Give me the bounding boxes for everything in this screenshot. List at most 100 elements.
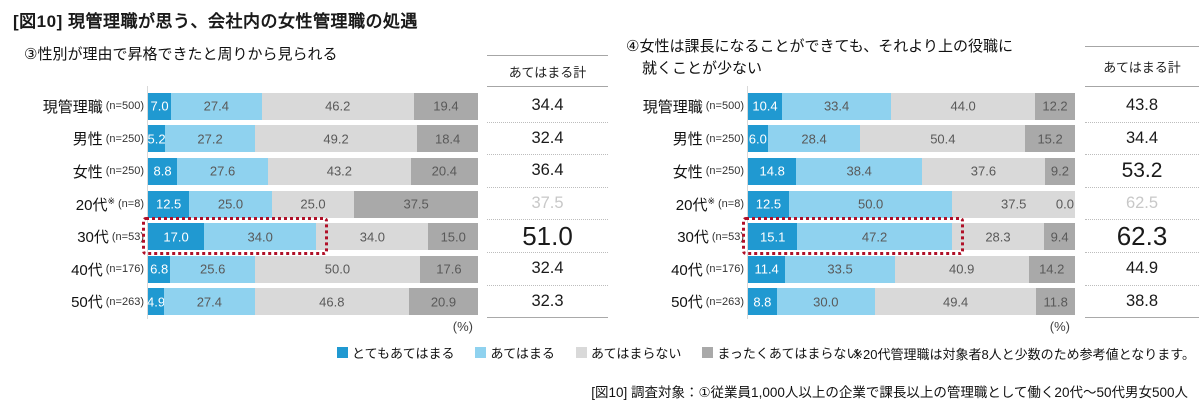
bar-value: 47.2 [861, 229, 888, 245]
total-value: 32.3 [531, 291, 564, 310]
row-label: 現管理職 (n=500) [612, 90, 744, 123]
figure-title: [図10] 現管理職が思う、会社内の女性管理職の処遇 [13, 12, 418, 31]
category-label: 50代 [671, 294, 703, 312]
stacked-bar: 12.5 25.0 25.0 37.5 [148, 190, 478, 218]
bar-value: 28.4 [801, 131, 827, 147]
bar-segment-2: 28.4 [767, 125, 861, 153]
bar-value: 27.4 [203, 98, 229, 114]
bar-value: 27.2 [197, 131, 223, 147]
axis-line [147, 86, 148, 319]
bar-segment-2: 27.6 [177, 157, 269, 185]
bar-value: 37.5 [1001, 196, 1027, 212]
bar-segment-2: 25.6 [170, 255, 255, 283]
bar-value: 40.9 [949, 261, 975, 277]
total-value: 34.4 [1125, 128, 1159, 147]
survey-caption: [図10] 調査対象：①従業員1,000人以上の企業で課長以上の管理職として働く… [591, 385, 1188, 400]
bar-segment-3: 46.2 [261, 92, 414, 120]
bar-value: 27.6 [209, 163, 236, 179]
bar-value: 18.4 [434, 131, 461, 147]
bar-value: 9.4 [1050, 229, 1069, 245]
total-value: 62.5 [1125, 194, 1159, 213]
sample-size-label: (n=176) [105, 263, 144, 276]
bar-segment-1: 6.0 [748, 125, 768, 153]
sample-size-label: (n=250) [105, 132, 144, 145]
bar-segment-2: 50.0 [788, 190, 953, 218]
bar-value: 34.0 [247, 229, 273, 245]
chart-row: 40代 (n=176) 6.8 25.6 50.0 17.6 [8, 253, 610, 286]
totals-column: 43.8 34.4 53.2 62.5 62.3 44.9 38.8 [1085, 90, 1199, 319]
bar-segment-2: 27.2 [165, 125, 255, 153]
bar-value: 6.8 [150, 261, 169, 277]
bar-value: 33.4 [823, 98, 850, 114]
stacked-bar: 5.2 27.2 49.2 18.4 [148, 125, 478, 153]
bar-segment-3: 43.2 [268, 157, 411, 185]
category-label: 女性 [672, 163, 703, 181]
bar-value: 44.0 [950, 98, 976, 114]
bar-value: 17.0 [163, 229, 189, 245]
chart-subtitle-line: 就くことが少ない [642, 60, 763, 77]
bar-segment-1: 8.8 [748, 288, 777, 316]
bar-value: 28.3 [985, 229, 1011, 245]
chart-row: 女性 (n=250) 8.8 27.6 43.2 20.4 [8, 155, 610, 188]
bar-segment-4: 20.9 [409, 288, 478, 316]
category-label: 現管理職 [642, 98, 703, 116]
total-value: 36.4 [531, 161, 564, 180]
sample-size-label: (n=8) [718, 198, 744, 211]
chart-subtitle-line: ④女性は課長になることができても、それより上の役職に [626, 38, 1013, 55]
bar-value: 11.8 [1043, 294, 1068, 310]
stacked-bar: 17.0 34.0 34.0 15.0 [148, 223, 478, 251]
bar-value: 33.5 [827, 261, 853, 277]
footnote: ※20代管理職は対象者8人と少数のため参考値となります。 [852, 347, 1195, 362]
bar-segment-2: 33.5 [785, 255, 895, 283]
category-label: 20代※ [675, 195, 715, 214]
stacked-bar: 12.5 50.0 37.5 0.0 [748, 190, 1075, 218]
sample-size-label: (n=8) [118, 198, 144, 211]
total-cell: 53.2 [1085, 155, 1199, 188]
row-label: 20代※ (n=8) [8, 188, 144, 221]
bar-value: 37.6 [970, 163, 997, 179]
sample-size-label: (n=250) [705, 165, 744, 178]
bar-segment-1: 6.8 [148, 255, 171, 283]
total-value: 44.9 [1125, 259, 1159, 278]
totals-header: あてはまる計 [487, 55, 608, 87]
legend-applicable: あてはまる [475, 343, 555, 362]
row-label: 40代 (n=176) [612, 253, 744, 286]
legend-very-applicable: とてもあてはまる [337, 343, 454, 362]
category-label: 30代 [77, 229, 109, 247]
bar-value: 38.4 [846, 163, 872, 179]
bar-segment-3: 37.5 [952, 190, 1075, 218]
sample-size-label: (n=263) [105, 295, 144, 308]
bar-value: 46.2 [325, 98, 351, 114]
bar-segment-1: 12.5 [748, 190, 789, 218]
sample-size-label: (n=500) [705, 100, 744, 113]
total-cell: 32.4 [487, 123, 608, 156]
bar-value: 9.2 [1050, 163, 1069, 179]
bar-value: 50.0 [857, 196, 884, 212]
row-label: 女性 (n=250) [612, 155, 744, 188]
bar-segment-4: 15.0 [428, 223, 478, 251]
bar-segment-4: 15.2 [1025, 125, 1075, 153]
chart-row: 現管理職 (n=500) 10.4 33.4 44.0 12.2 [612, 90, 1200, 123]
bar-value: 49.4 [942, 294, 969, 310]
stacked-bar: 11.4 33.5 40.9 14.2 [748, 255, 1075, 283]
bar-value: 37.5 [403, 196, 429, 212]
bar-value: 19.4 [433, 98, 459, 114]
chart-row: 現管理職 (n=500) 7.0 27.4 46.2 19.4 [8, 90, 610, 123]
category-label: 50代 [71, 294, 103, 312]
bar-segment-1: 4.9 [147, 288, 165, 316]
row-label: 女性 (n=250) [8, 155, 144, 188]
total-value: 34.4 [531, 96, 564, 115]
total-cell: 34.4 [1085, 123, 1199, 156]
bar-value: 12.5 [155, 196, 182, 212]
bar-segment-3: 46.8 [254, 288, 409, 316]
bar-value: 43.2 [326, 163, 353, 179]
chart-promotion-perception: ③性別が理由で昇格できたと周りから見られる あてはまる計 現管理職 (n=500)… [8, 0, 610, 340]
row-label: 40代 (n=176) [8, 253, 144, 286]
bar-value: 15.0 [440, 229, 466, 245]
bar-segment-2: 30.0 [776, 288, 875, 316]
total-value: 53.2 [1121, 158, 1163, 182]
bar-segment-3: 40.9 [894, 255, 1029, 283]
bar-segment-4: 11.8 [1036, 288, 1075, 316]
sample-size-label: (n=53) [711, 230, 744, 243]
stacked-bar: 10.4 33.4 44.0 12.2 [748, 92, 1075, 120]
